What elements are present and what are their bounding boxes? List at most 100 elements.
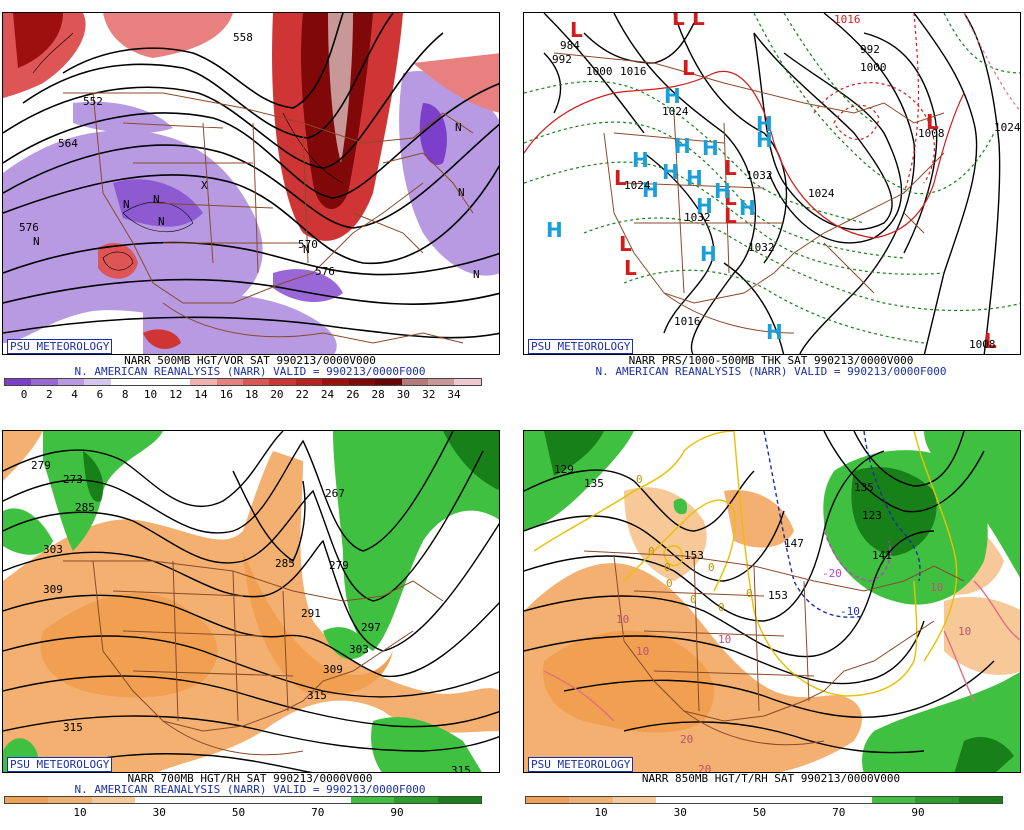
contour-label: 564 bbox=[58, 137, 78, 150]
isobar-label: 1032 bbox=[748, 241, 775, 254]
map-850mb-temp-rh: 129 135 153 153 147 123 135 141 0 0 0 0 … bbox=[523, 430, 1021, 773]
temp-label-10: 10 bbox=[616, 613, 629, 626]
colorbar-tick-label: 34 bbox=[447, 388, 461, 401]
high-low-centers: L L L L L L L L L L L L H H H H H H H H bbox=[546, 13, 997, 353]
map-valid-time: N. AMERICAN REANALYSIS (NARR) VALID = 99… bbox=[595, 365, 947, 378]
vorticity-min-label: N bbox=[455, 121, 462, 134]
colorbar-tick-label: 90 bbox=[390, 806, 404, 819]
contour-label: 129 bbox=[554, 463, 574, 476]
moist-area bbox=[954, 737, 1014, 772]
colorbar-tick-label: 24 bbox=[320, 388, 335, 401]
colorbar-swatch bbox=[110, 379, 138, 385]
colorbar-swatch bbox=[264, 797, 308, 803]
low-pressure-symbol: L bbox=[614, 166, 627, 190]
colorbar-swatch bbox=[375, 379, 402, 385]
colorbar-tick-label: 16 bbox=[219, 388, 233, 401]
colorbar-tick-label: 30 bbox=[396, 388, 411, 401]
map-title: NARR 850MB HGT/T/RH SAT 990213/0000V000 bbox=[641, 772, 901, 785]
contour-label: 558 bbox=[233, 31, 253, 44]
temp-label-10: 10 bbox=[718, 633, 731, 646]
colorbar-tick-label: 8 bbox=[121, 388, 129, 401]
temp-label-neg10: -10 bbox=[840, 605, 860, 618]
vorticity-min-label: N bbox=[153, 193, 160, 206]
psu-meteorology-badge: PSU METEOROLOGY bbox=[7, 339, 113, 354]
colorbar-swatch bbox=[526, 797, 570, 803]
temp-label-10: 10 bbox=[636, 645, 649, 658]
pos-vorticity-area bbox=[328, 13, 353, 163]
low-pressure-symbol: L bbox=[724, 204, 737, 228]
thickness-label: 1016 bbox=[834, 13, 861, 26]
vorticity-min-label: N bbox=[33, 235, 40, 248]
contour-label: 309 bbox=[43, 583, 63, 596]
map-700mb-rh-svg: 279 273 285 303 309 267 285 279 291 297 … bbox=[3, 431, 499, 773]
contour-label: 135 bbox=[584, 477, 604, 490]
contour-label: 123 bbox=[862, 509, 882, 522]
rh-colorbar-ticks: 10 30 50 70 90 bbox=[0, 806, 500, 819]
rh-colorbar-ticks: 10 30 50 70 90 bbox=[521, 806, 1021, 819]
colorbar-tick-label: 26 bbox=[346, 388, 360, 401]
low-pressure-symbol: L bbox=[624, 256, 637, 280]
contour-label: 153 bbox=[684, 549, 704, 562]
isobar-label: 992 bbox=[552, 53, 572, 66]
vorticity-colorbar bbox=[4, 378, 482, 386]
moist-area bbox=[673, 498, 688, 515]
colorbar-swatch bbox=[57, 379, 85, 385]
colorbar-swatch bbox=[134, 797, 179, 803]
isobar-label: 984 bbox=[560, 39, 580, 52]
colorbar-swatch bbox=[569, 797, 613, 803]
isobar-label: 1016 bbox=[620, 65, 647, 78]
dry-area bbox=[243, 551, 393, 695]
colorbar-swatch bbox=[612, 797, 656, 803]
isobar-labels: 984 992 1000 1016 1024 1024 1032 1032 10… bbox=[552, 13, 1020, 351]
high-pressure-symbol: H bbox=[546, 218, 563, 242]
contour-label: 291 bbox=[301, 607, 321, 620]
contour-labels: 279 273 285 303 309 267 285 279 291 297 … bbox=[31, 459, 471, 773]
panel-pressure-thickness: L L L L L L L L L L L L H H H H H H H H bbox=[521, 12, 1023, 412]
map-500mb-vorticity: 576 564 552 576 570 558 N N N N N N N N … bbox=[2, 12, 500, 355]
vorticity-max-label: X bbox=[201, 179, 208, 192]
dry-area bbox=[724, 490, 794, 548]
temp-label-20: 20 bbox=[698, 763, 711, 773]
height-contour-labels: 129 135 153 153 147 123 135 141 bbox=[554, 463, 892, 602]
colorbar-swatch bbox=[785, 797, 829, 803]
colorbar-swatch bbox=[428, 379, 455, 385]
colorbar-swatch bbox=[699, 797, 743, 803]
contour-label: 141 bbox=[872, 549, 892, 562]
high-pressure-symbol: H bbox=[664, 84, 681, 108]
dry-area bbox=[3, 431, 43, 481]
colorbar-tick-label: 30 bbox=[673, 806, 687, 819]
contour-label: 279 bbox=[31, 459, 51, 472]
map-850mb-temp-rh-svg: 129 135 153 153 147 123 135 141 0 0 0 0 … bbox=[524, 431, 1020, 773]
high-pressure-symbol: H bbox=[686, 166, 703, 190]
high-pressure-symbol: H bbox=[739, 196, 756, 220]
pos-vorticity-area bbox=[143, 329, 181, 349]
high-pressure-symbol: H bbox=[674, 134, 691, 158]
contour-label: 303 bbox=[349, 643, 369, 656]
high-pressure-symbol: H bbox=[700, 242, 717, 266]
temp-label-0: 0 bbox=[664, 561, 671, 574]
contour-label: 273 bbox=[63, 473, 83, 486]
temp-label-10: 10 bbox=[958, 625, 971, 638]
contour-label: 315 bbox=[451, 764, 471, 773]
moist-area bbox=[333, 431, 499, 651]
map-valid-time: N. AMERICAN REANALYSIS (NARR) VALID = 99… bbox=[74, 783, 426, 796]
moist-area bbox=[443, 431, 499, 491]
colorbar-tick-label: 20 bbox=[270, 388, 284, 401]
isobar-label: 1000 bbox=[860, 61, 887, 74]
high-pressure-symbol: H bbox=[696, 194, 713, 218]
low-pressure-symbol: L bbox=[724, 186, 737, 210]
map-pressure-thickness-svg: L L L L L L L L L L L L H H H H H H H H bbox=[524, 13, 1020, 354]
moist-area bbox=[83, 451, 104, 502]
colorbar-swatch bbox=[394, 797, 438, 803]
temp-label-neg20: -20 bbox=[822, 567, 842, 580]
colorbar-swatch bbox=[137, 379, 164, 385]
temp-label-0: 0 bbox=[718, 601, 725, 614]
colorbar-swatch bbox=[295, 379, 323, 385]
colorbar-tick-label: 70 bbox=[311, 806, 325, 819]
contour-label: 576 bbox=[315, 265, 335, 278]
temp-label-10: 10 bbox=[930, 581, 943, 594]
colorbar-tick-label: 30 bbox=[152, 806, 166, 819]
dry-area bbox=[40, 592, 218, 698]
colorbar-swatch bbox=[31, 379, 58, 385]
neg-vorticity-area bbox=[73, 101, 173, 134]
